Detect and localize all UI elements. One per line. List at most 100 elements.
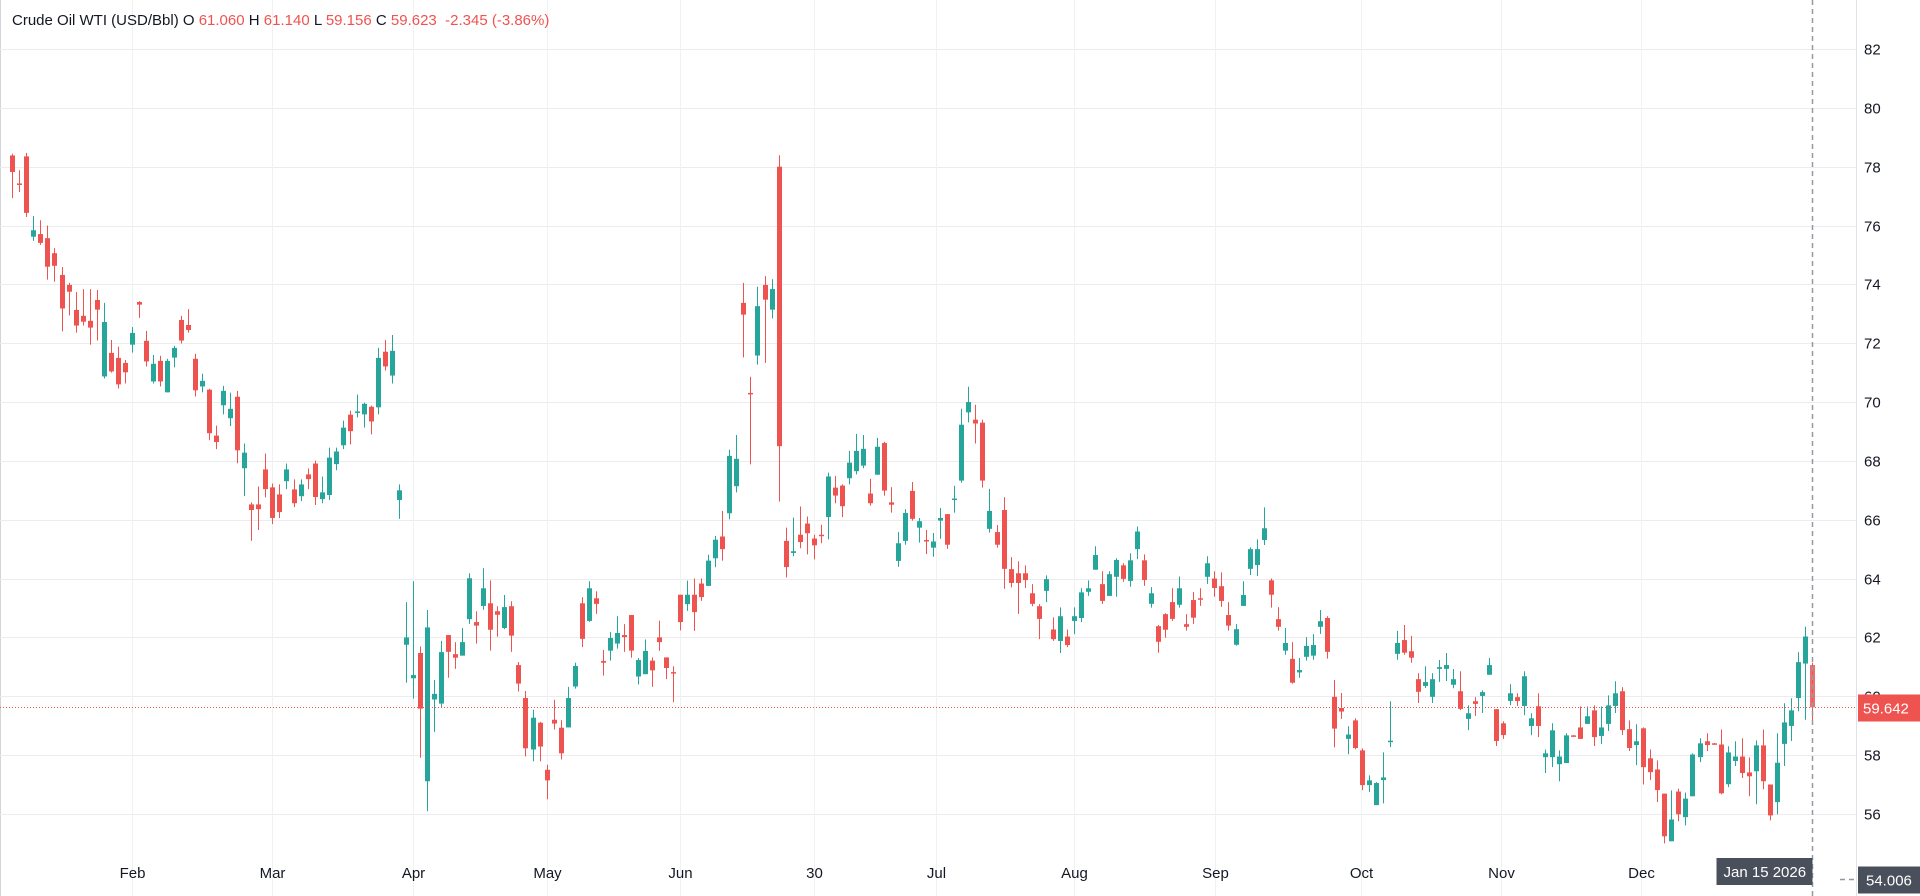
candle-up[interactable] <box>334 447 339 471</box>
candle-down[interactable] <box>1719 729 1724 795</box>
candle-down[interactable] <box>1121 563 1126 582</box>
candle-up[interactable] <box>1205 556 1210 584</box>
candle-up[interactable] <box>1072 607 1077 635</box>
candle-up[interactable] <box>320 476 325 504</box>
candle-up[interactable] <box>1318 610 1323 634</box>
candle-up[interactable] <box>390 334 395 384</box>
candle-up[interactable] <box>31 216 36 241</box>
candle-up[interactable] <box>685 580 690 611</box>
candle-up[interactable] <box>1437 660 1442 682</box>
candle-down[interactable] <box>1409 635 1414 663</box>
candle-down[interactable] <box>622 624 627 652</box>
candle-down[interactable] <box>418 646 423 758</box>
candle-down[interactable] <box>81 289 86 326</box>
candle-down[interactable] <box>179 315 184 344</box>
candle-down[interactable] <box>17 170 22 192</box>
candle-down[interactable] <box>495 606 500 637</box>
candle-up[interactable] <box>130 327 135 353</box>
candle-down[interactable] <box>538 721 543 762</box>
candle-down[interactable] <box>207 388 212 441</box>
candle-up[interactable] <box>1803 626 1808 720</box>
candle-up[interactable] <box>931 532 936 557</box>
candle-down[interactable] <box>748 376 753 465</box>
candle-down[interactable] <box>1515 693 1520 706</box>
candle-down[interactable] <box>109 339 114 373</box>
candle-down[interactable] <box>10 153 15 199</box>
candle-down[interactable] <box>214 425 219 450</box>
candle-down[interactable] <box>1325 616 1330 659</box>
candle-up[interactable] <box>502 595 507 630</box>
candle-down[interactable] <box>1016 561 1021 614</box>
candle-up[interactable] <box>791 517 796 557</box>
candle-down[interactable] <box>1037 604 1042 640</box>
candle-up[interactable] <box>242 443 247 497</box>
candle-down[interactable] <box>523 690 528 757</box>
candle-down[interactable] <box>1761 729 1766 790</box>
candle-down[interactable] <box>784 527 789 578</box>
candle-down[interactable] <box>256 486 261 531</box>
candle-up[interactable] <box>952 485 957 513</box>
candle-down[interactable] <box>1290 642 1295 684</box>
candle-down[interactable] <box>1191 592 1196 624</box>
candle-down[interactable] <box>1170 588 1175 621</box>
candle-down[interactable] <box>980 419 985 488</box>
candle-up[interactable] <box>1423 666 1428 689</box>
candle-up[interactable] <box>1606 695 1611 731</box>
candle-up[interactable] <box>1388 701 1393 748</box>
candle-up[interactable] <box>1522 671 1527 716</box>
candle-up[interactable] <box>299 479 304 502</box>
candle-down[interactable] <box>1501 721 1506 739</box>
candle-down[interactable] <box>453 642 458 669</box>
candle-down[interactable] <box>1360 748 1365 791</box>
candle-down[interactable] <box>1676 788 1681 822</box>
candle-up[interactable] <box>1311 634 1316 660</box>
candle-down[interactable] <box>1009 557 1014 588</box>
candle-down[interactable] <box>1747 757 1752 797</box>
candle-up[interactable] <box>713 535 718 568</box>
candle-up[interactable] <box>284 463 289 490</box>
candle-down[interactable] <box>699 578 704 601</box>
candle-up[interactable] <box>1430 673 1435 704</box>
candle-down[interactable] <box>509 601 514 652</box>
candle-down[interactable] <box>1641 727 1646 785</box>
candle-up[interactable] <box>903 509 908 545</box>
candle-up[interactable] <box>151 354 156 384</box>
candle-up[interactable] <box>1079 588 1084 623</box>
candle-down[interactable] <box>1620 687 1625 736</box>
candle-down[interactable] <box>123 359 128 384</box>
candle-up[interactable] <box>734 434 739 493</box>
candle-up[interactable] <box>165 358 170 393</box>
candle-up[interactable] <box>1304 637 1309 661</box>
candle-up[interactable] <box>1381 752 1386 804</box>
candle-down[interactable] <box>1226 602 1231 631</box>
candle-down[interactable] <box>1740 738 1745 779</box>
candle-down[interactable] <box>1184 614 1189 631</box>
candle-down[interactable] <box>1002 497 1007 589</box>
candle-down[interactable] <box>720 510 725 561</box>
candle-down[interactable] <box>313 460 318 506</box>
candle-down[interactable] <box>545 764 550 800</box>
candle-up[interactable] <box>755 286 760 365</box>
candle-up[interactable] <box>376 347 381 415</box>
candle-down[interactable] <box>306 468 311 490</box>
candle-up[interactable] <box>875 437 880 475</box>
candle-up[interactable] <box>706 554 711 586</box>
candle-up[interactable] <box>966 386 971 423</box>
candle-up[interactable] <box>1782 703 1787 766</box>
candle-down[interactable] <box>516 662 521 692</box>
candle-down[interactable] <box>474 611 479 644</box>
candle-down[interactable] <box>1592 705 1597 746</box>
candle-down[interactable] <box>1353 718 1358 750</box>
candle-down[interactable] <box>868 478 873 506</box>
candle-up[interactable] <box>362 402 367 428</box>
candle-up[interactable] <box>1367 775 1372 793</box>
candle-down[interactable] <box>1198 588 1203 606</box>
candle-down[interactable] <box>833 475 838 504</box>
candle-up[interactable] <box>102 302 107 379</box>
candle-up[interactable] <box>404 602 409 683</box>
time-axis[interactable]: Feb Mar Apr May Jun 30 Jul Aug Sep Oct Nov Dec <box>120 865 1656 882</box>
candle-up[interactable] <box>481 568 486 610</box>
candle-up[interactable] <box>1726 746 1731 788</box>
candle-up[interactable] <box>1395 630 1400 660</box>
candle-down[interactable] <box>995 525 1000 548</box>
